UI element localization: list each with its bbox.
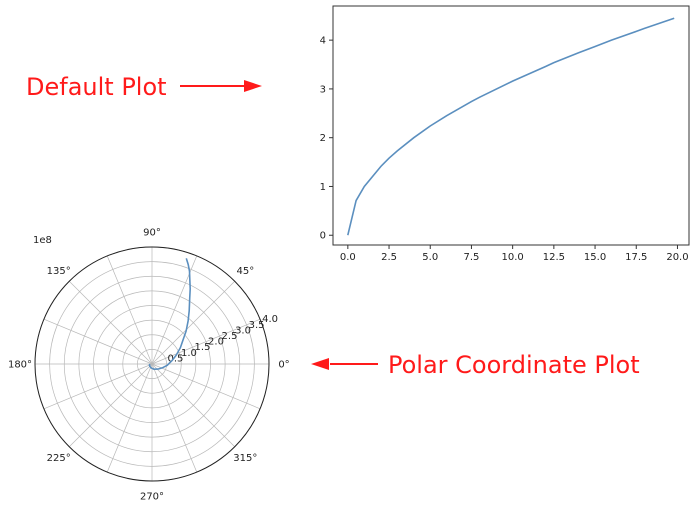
default-plot-series-line	[347, 17, 675, 236]
x-tick-label: 15.0	[584, 252, 606, 263]
polar-ring	[78, 290, 226, 438]
y-tick-label: 2	[320, 133, 326, 144]
polar-arrow	[311, 358, 378, 370]
polar-r-tick-label: 2.5	[222, 331, 238, 342]
polar-r-tick-label: 3.0	[235, 325, 251, 336]
polar-ring	[137, 349, 167, 379]
polar-r-tick-label: 1.0	[181, 348, 197, 359]
polar-grid	[34, 246, 270, 482]
polar-r-tick-label: 3.5	[249, 320, 265, 331]
y-tick-label: 4	[320, 36, 326, 47]
default-arrow	[180, 80, 262, 92]
polar-ring	[63, 275, 241, 453]
polar-theta-tick-label: 90°	[143, 228, 161, 239]
polar-plot-annotation: Polar Coordinate Plot	[388, 351, 640, 379]
x-tick-label: 0.0	[340, 252, 356, 263]
x-tick-label: 20.0	[666, 252, 688, 263]
polar-theta-tick-label: 180°	[8, 360, 32, 371]
x-tick-label: 17.5	[625, 252, 647, 263]
polar-labels: 0.51.01.52.02.53.03.54.0 0° 45° 90° 135° 180°…	[8, 228, 290, 503]
polar-ring	[49, 261, 255, 467]
polar-theta-tick-label: 45°	[236, 266, 254, 277]
polar-ring	[122, 334, 182, 394]
x-tick-label: 10.0	[502, 252, 524, 263]
default-plot-frame	[332, 5, 690, 246]
polar-theta-tick-label: 0°	[278, 360, 289, 371]
polar-theta-tick-label: 315°	[233, 453, 257, 464]
polar-theta-tick-label: 270°	[140, 492, 164, 503]
x-tick-label: 2.5	[381, 252, 397, 263]
polar-r-tick-label: 0.5	[168, 353, 184, 364]
polar-theta-tick-label: 135°	[47, 266, 71, 277]
x-tick-label: 12.5	[543, 252, 565, 263]
polar-r-tick-label: 2.0	[208, 337, 224, 348]
polar-offset-label: 1e8	[33, 235, 52, 246]
x-tick-label: 7.5	[463, 252, 479, 263]
polar-r-tick-label: 4.0	[262, 314, 278, 325]
polar-ring	[93, 305, 211, 423]
polar-outer-ring	[34, 246, 270, 482]
polar-plot-series-line	[148, 258, 192, 371]
y-tick-label: 3	[320, 84, 326, 95]
polar-r-tick-label: 1.5	[195, 342, 211, 353]
polar-ring	[107, 319, 197, 409]
polar-theta-tick-label: 225°	[47, 453, 71, 464]
y-tick-label: 0	[320, 231, 326, 242]
default-plot-annotation: Default Plot	[26, 73, 167, 101]
default-plot-ticks: 0.0 2.5 5.0 7.5 10.0 12.5 15.0 17.5 20.0 0 1 2 3 4	[320, 36, 689, 263]
x-tick-label: 5.0	[422, 252, 438, 263]
y-tick-label: 1	[320, 182, 326, 193]
